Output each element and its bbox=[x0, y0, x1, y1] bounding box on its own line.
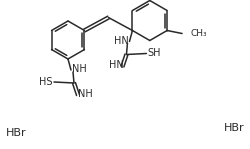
Text: HBr: HBr bbox=[6, 128, 26, 138]
Text: NH: NH bbox=[77, 89, 92, 99]
Text: HBr: HBr bbox=[223, 123, 243, 133]
Text: SH: SH bbox=[147, 49, 160, 59]
Text: NH: NH bbox=[71, 64, 86, 74]
Text: CH₃: CH₃ bbox=[189, 29, 206, 38]
Text: HS: HS bbox=[39, 77, 52, 87]
Text: HN: HN bbox=[109, 60, 123, 70]
Text: HN: HN bbox=[114, 35, 128, 45]
